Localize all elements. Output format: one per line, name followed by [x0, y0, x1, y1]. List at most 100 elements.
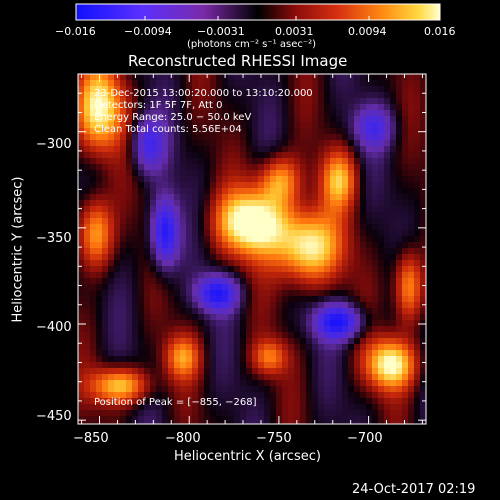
heatmap-cell	[192, 242, 198, 248]
heatmap-cell	[360, 344, 366, 350]
heatmap-cell	[372, 134, 378, 140]
heatmap-cell	[312, 416, 318, 422]
heatmap-cell	[78, 170, 84, 176]
heatmap-cell	[366, 260, 372, 266]
heatmap-cell	[156, 236, 162, 242]
heatmap-cell	[252, 158, 258, 164]
heatmap-cell	[390, 134, 396, 140]
heatmap-cell	[102, 182, 108, 188]
heatmap-cell	[210, 380, 216, 386]
heatmap-cell	[192, 176, 198, 182]
heatmap-cell	[192, 272, 198, 278]
heatmap-cell	[228, 290, 234, 296]
heatmap-cell	[216, 140, 222, 146]
heatmap-cell	[78, 416, 84, 422]
heatmap-cell	[96, 110, 102, 116]
heatmap-cell	[378, 314, 384, 320]
heatmap-cell	[192, 98, 198, 104]
heatmap-cell	[90, 248, 96, 254]
heatmap-cell	[90, 410, 96, 416]
heatmap-cell	[132, 368, 138, 374]
heatmap-cell	[78, 146, 84, 152]
heatmap-cell	[198, 284, 204, 290]
heatmap-cell	[408, 260, 414, 266]
heatmap-cell	[390, 182, 396, 188]
heatmap-cell	[90, 230, 96, 236]
heatmap-cell	[138, 362, 144, 368]
heatmap-cell	[354, 212, 360, 218]
heatmap-cell	[198, 116, 204, 122]
heatmap-cell	[306, 212, 312, 218]
heatmap-cell	[138, 146, 144, 152]
heatmap-cell	[168, 236, 174, 242]
heatmap-cell	[282, 374, 288, 380]
heatmap-cell	[144, 422, 150, 424]
heatmap-cell	[204, 254, 210, 260]
heatmap-cell	[402, 380, 408, 386]
heatmap-cell	[336, 344, 342, 350]
heatmap-cell	[156, 350, 162, 356]
heatmap-cell	[78, 296, 84, 302]
heatmap-cell	[84, 218, 90, 224]
heatmap-cell	[216, 104, 222, 110]
heatmap-cell	[246, 176, 252, 182]
heatmap-cell	[354, 128, 360, 134]
heatmap-cell	[168, 320, 174, 326]
heatmap-cell	[216, 332, 222, 338]
heatmap-cell	[156, 362, 162, 368]
heatmap-cell	[168, 188, 174, 194]
heatmap-cell	[210, 140, 216, 146]
heatmap-cell	[84, 344, 90, 350]
heatmap-cell	[414, 104, 420, 110]
heatmap-cell	[144, 386, 150, 392]
heatmap-cell	[90, 386, 96, 392]
heatmap-cell	[162, 350, 168, 356]
heatmap-cell	[174, 188, 180, 194]
heatmap-cell	[378, 182, 384, 188]
heatmap-cell	[390, 218, 396, 224]
heatmap-cell	[174, 386, 180, 392]
heatmap-cell	[84, 410, 90, 416]
heatmap-cell	[90, 104, 96, 110]
heatmap-cell	[144, 164, 150, 170]
heatmap-cell	[378, 356, 384, 362]
heatmap-cell	[270, 206, 276, 212]
heatmap-cell	[402, 422, 408, 424]
heatmap-cell	[354, 332, 360, 338]
heatmap-cell	[180, 146, 186, 152]
heatmap-cell	[282, 122, 288, 128]
heatmap-cell	[156, 260, 162, 266]
heatmap-cell	[120, 236, 126, 242]
heatmap-cell	[348, 368, 354, 374]
heatmap-cell	[204, 152, 210, 158]
heatmap-cell	[108, 86, 114, 92]
heatmap-cell	[324, 224, 330, 230]
heatmap-cell	[408, 392, 414, 398]
heatmap-cell	[192, 332, 198, 338]
heatmap-cell	[210, 386, 216, 392]
heatmap-cell	[390, 410, 396, 416]
heatmap-cell	[234, 356, 240, 362]
heatmap-cell	[402, 248, 408, 254]
heatmap-cell	[324, 362, 330, 368]
heatmap-cell	[228, 122, 234, 128]
heatmap-cell	[258, 140, 264, 146]
heatmap-cell	[312, 398, 318, 404]
heatmap-cell	[288, 374, 294, 380]
heatmap-cell	[150, 296, 156, 302]
heatmap-cell	[132, 212, 138, 218]
heatmap-cell	[192, 212, 198, 218]
heatmap-cell	[390, 398, 396, 404]
heatmap-cell	[90, 320, 96, 326]
heatmap-cell	[120, 410, 126, 416]
heatmap-cell	[216, 86, 222, 92]
heatmap-cell	[270, 362, 276, 368]
heatmap-cell	[168, 128, 174, 134]
heatmap-cell	[114, 242, 120, 248]
heatmap-cell	[396, 134, 402, 140]
heatmap-cell	[324, 314, 330, 320]
heatmap-cell	[408, 362, 414, 368]
heatmap-cell	[330, 392, 336, 398]
heatmap-cell	[216, 416, 222, 422]
colorbar-tick-label: 0.0031	[275, 25, 314, 38]
